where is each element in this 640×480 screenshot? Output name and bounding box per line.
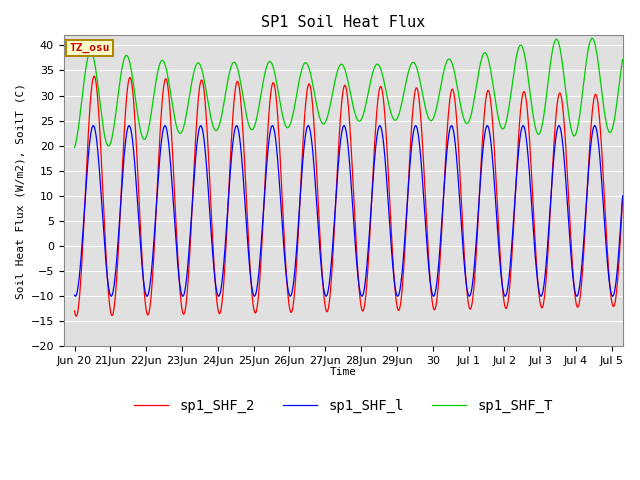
sp1_SHF_T bbox=[527, 92, 534, 98]
Y-axis label: Soil Heat Flux (W/m2), SoilT (C): Soil Heat Flux (W/m2), SoilT (C) bbox=[15, 83, 25, 299]
sp1_SHF_T bbox=[70, 144, 78, 150]
sp1_SHF_T bbox=[626, 41, 634, 47]
sp1_SHF_l bbox=[490, 178, 498, 183]
sp1_SHF_2 bbox=[234, 79, 242, 85]
Title: SP1 Soil Heat Flux: SP1 Soil Heat Flux bbox=[261, 15, 426, 30]
sp1_SHF_2 bbox=[490, 144, 498, 149]
sp1_SHF_T bbox=[540, 111, 548, 117]
sp1_SHF_l bbox=[540, 280, 548, 286]
sp1_SHF_T bbox=[490, 89, 498, 95]
sp1_SHF_T bbox=[136, 124, 143, 130]
sp1_SHF_2 bbox=[282, 270, 290, 276]
sp1_SHF_2 bbox=[72, 313, 80, 319]
sp1_SHF_l bbox=[323, 293, 330, 299]
sp1_SHF_l bbox=[70, 292, 78, 298]
sp1_SHF_l bbox=[234, 125, 242, 131]
sp1_SHF_T bbox=[234, 67, 242, 72]
sp1_SHF_l bbox=[527, 185, 534, 191]
X-axis label: Time: Time bbox=[330, 368, 356, 377]
sp1_SHF_l bbox=[136, 232, 143, 238]
sp1_SHF_l bbox=[282, 271, 290, 277]
sp1_SHF_T bbox=[588, 36, 596, 41]
sp1_SHF_2 bbox=[626, 97, 634, 103]
Line: sp1_SHF_2: sp1_SHF_2 bbox=[74, 76, 630, 316]
Line: sp1_SHF_T: sp1_SHF_T bbox=[74, 38, 630, 147]
sp1_SHF_l bbox=[340, 123, 348, 129]
sp1_SHF_2 bbox=[527, 153, 534, 159]
sp1_SHF_T bbox=[282, 124, 290, 130]
sp1_SHF_2 bbox=[540, 296, 548, 301]
sp1_SHF_2 bbox=[136, 213, 143, 218]
Line: sp1_SHF_l: sp1_SHF_l bbox=[74, 126, 630, 296]
sp1_SHF_2 bbox=[90, 73, 98, 79]
sp1_SHF_l bbox=[626, 124, 634, 130]
Legend: sp1_SHF_2, sp1_SHF_l, sp1_SHF_T: sp1_SHF_2, sp1_SHF_l, sp1_SHF_T bbox=[128, 394, 558, 419]
Text: TZ_osu: TZ_osu bbox=[69, 43, 110, 53]
sp1_SHF_2 bbox=[70, 308, 78, 314]
